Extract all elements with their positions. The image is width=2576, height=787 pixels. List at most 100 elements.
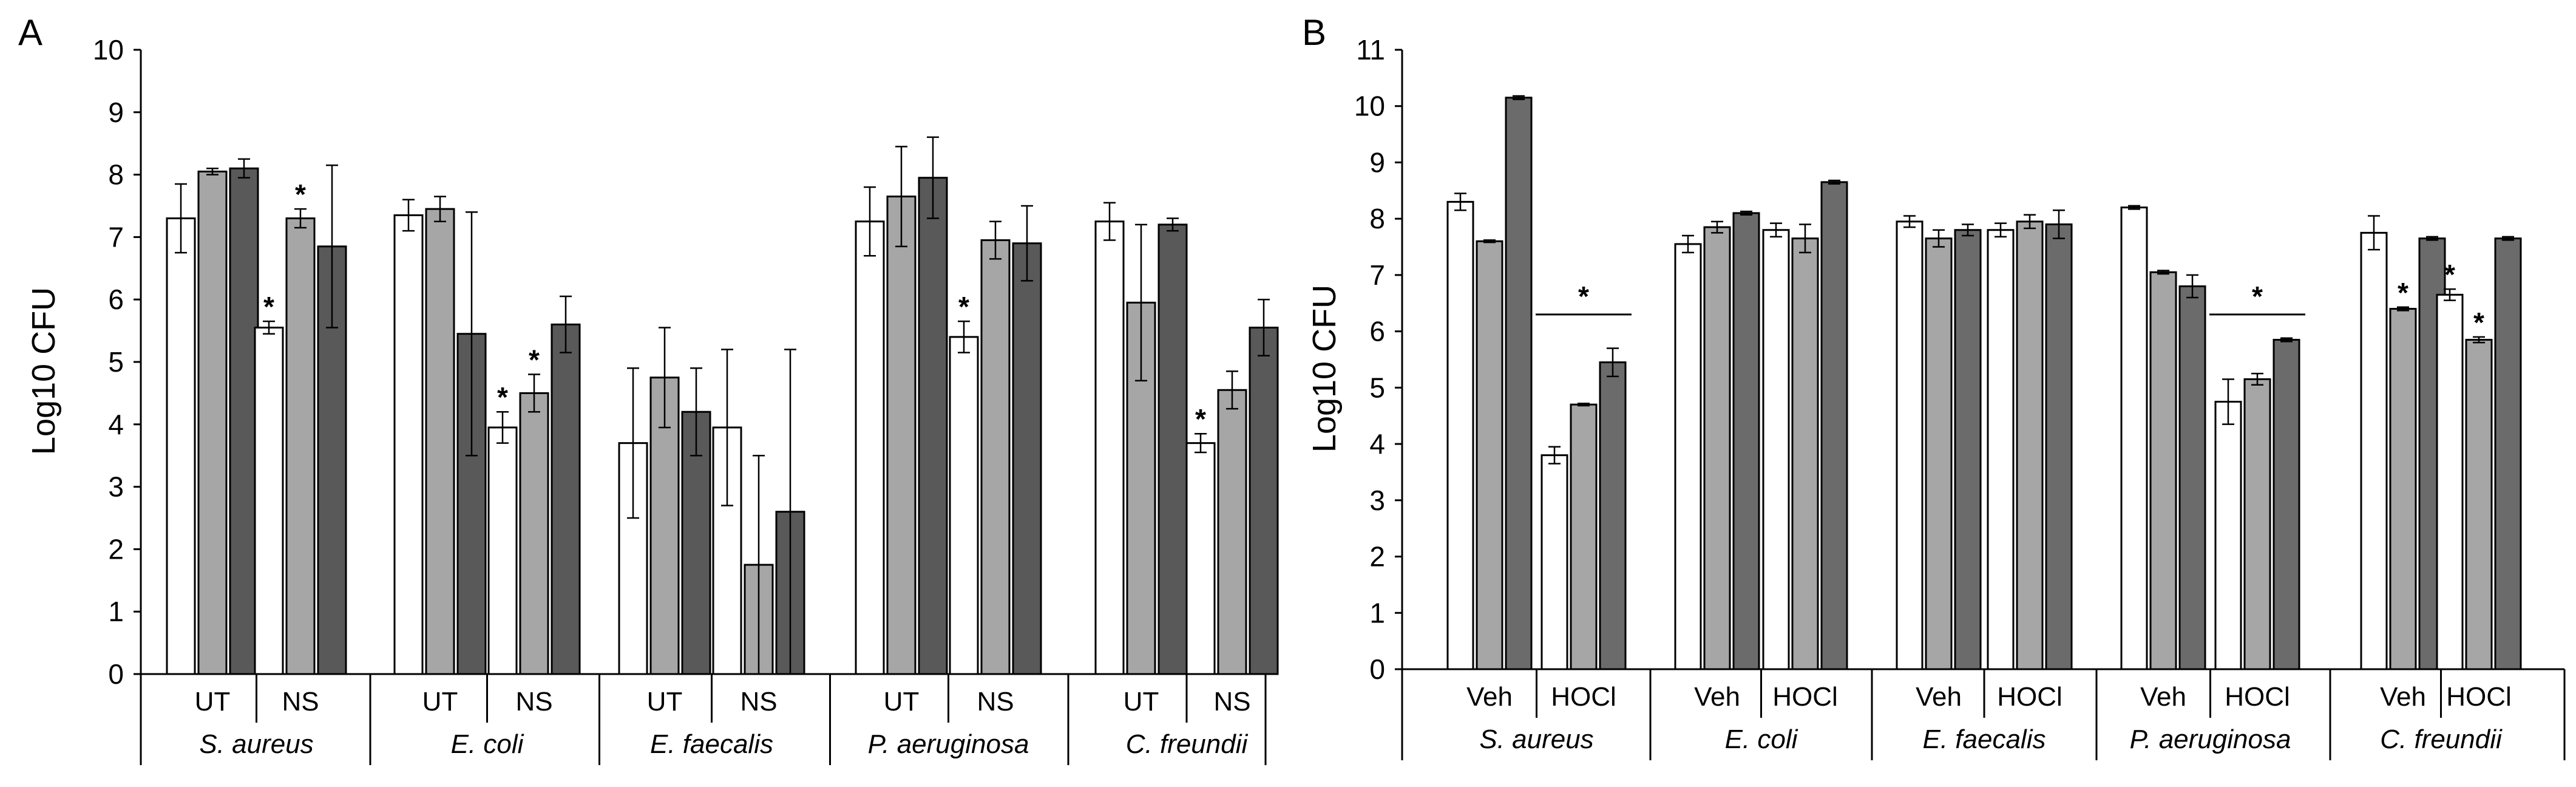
bar-p-aeruginosa-ns-3 [1012,242,1042,675]
species-label-e-faecalis: E. faecalis [650,729,773,759]
group-label-ns: NS [282,687,319,717]
y-tick-label: 4 [1369,428,1385,460]
bar-e-coli-hocl-3 [1820,181,1848,670]
species-label-p-aeruginosa: P. aeruginosa [868,729,1029,759]
group-label-ut: UT [647,687,683,717]
chart-panel-b: B Log10 CFU 0 1 2 3 4 5 6 7 8 9 10 11 Veh HOCl Veh HOCl Ve… [1302,12,2566,760]
species-label-c-freundii: C. freundii [2380,724,2503,754]
bar-e-coli-veh-3 [1732,212,1760,670]
bar-p-aeruginosa-ut-2 [886,196,917,675]
species-label-s-aureus: S. aureus [199,729,313,759]
species-label-e-faecalis: E. faecalis [1923,724,2046,754]
bar-s-aureus-veh-2 [1476,240,1503,670]
bar-s-aureus-hocl-3 [1599,361,1627,670]
bar-e-coli-ns-3 [551,323,581,675]
bar-e-faecalis-veh-3 [1954,229,1982,670]
y-axis-title: Log10 CFU [1306,285,1343,452]
bar-p-aeruginosa-ns-2 [980,239,1011,675]
species-label-s-aureus: S. aureus [1479,724,1593,754]
group-label-ut: UT [884,687,920,717]
significance-star: * [2444,259,2455,290]
y-tick-label: 9 [108,97,124,128]
y-tick-label: 5 [1369,372,1385,403]
bar-p-aeruginosa-hocl-2 [2243,378,2271,670]
bar-e-coli-veh-1 [1674,243,1702,670]
bar-p-aeruginosa-hocl-3 [2273,339,2300,670]
bar-s-aureus-hocl-1 [1541,454,1568,670]
group-label-ns: NS [515,687,552,717]
bar-p-aeruginosa-hocl-1 [2214,401,2242,670]
bar-e-coli-veh-2 [1703,226,1731,670]
bar-e-faecalis-veh-2 [1925,237,1953,670]
bar-s-aureus-hocl-2 [1570,403,1598,670]
significance-star: * [263,291,274,322]
species-label-e-coli: E. coli [451,729,524,759]
significance-star: * [497,381,508,413]
group-label-hocl: HOCl [1997,682,2062,712]
y-tick-label: 1 [1369,597,1385,629]
group-label-ns: NS [1213,687,1250,717]
chart-panel-a: A Log10 CFU 0 1 2 3 4 5 6 7 8 9 10 UT * * NS UT * * NS UT NS UT… [18,12,1279,765]
bar-c-freundii-hocl-2 [2465,339,2493,670]
bar-p-aeruginosa-ns-1 [949,336,979,675]
group-label-veh: Veh [2140,682,2186,712]
species-label-c-freundii: C. freundii [1126,729,1249,759]
bar-e-faecalis-hocl-3 [2045,223,2073,670]
y-tick-label: 11 [1356,34,1385,66]
group-label-ut: UT [195,687,231,717]
bar-e-faecalis-hocl-2 [2016,220,2044,670]
y-tick-label: 0 [108,658,124,690]
y-tick-label: 1 [108,596,124,627]
y-tick-label: 2 [108,533,124,565]
bar-c-freundii-ns-1 [1185,442,1216,675]
bar-s-aureus-ut-2 [197,170,228,675]
bar-s-aureus-ut-3 [229,167,259,675]
y-axis-title: Log10 CFU [25,287,62,455]
bar-c-freundii-ut-3 [1158,223,1188,675]
bar-s-aureus-ut-1 [166,217,196,675]
bar-c-freundii-ns-3 [1249,326,1279,675]
y-tick-label: 8 [108,159,124,191]
significance-star: * [2398,277,2408,308]
bar-s-aureus-ns-1 [254,326,284,675]
significance-star: * [1195,403,1206,435]
group-label-hocl: HOCl [1551,682,1616,712]
significance-star: * [958,291,969,322]
group-label-hocl: HOCl [2446,682,2512,712]
y-tick-label: 5 [108,346,124,378]
bar-p-aeruginosa-veh-1 [2120,206,2148,670]
bar-s-aureus-ns-2 [285,217,316,675]
y-tick-label: 4 [108,409,124,440]
bar-c-freundii-hocl-1 [2436,293,2464,670]
bar-e-coli-ns-2 [519,392,549,675]
group-label-ns: NS [740,687,777,717]
group-label-veh: Veh [1694,682,1740,712]
significance-star: * [2473,307,2484,338]
significance-star: * [529,344,540,376]
y-tick-label: 10 [1354,90,1385,122]
bar-c-freundii-hocl-3 [2494,237,2522,670]
bar-p-aeruginosa-ut-3 [918,177,948,675]
bar-c-freundii-veh-1 [2360,231,2388,670]
bar-e-coli-ut-2 [425,208,455,675]
y-tick-label: 9 [1369,146,1385,178]
group-label-ns: NS [977,687,1014,717]
bar-p-aeruginosa-veh-2 [2149,271,2177,670]
significance-star: * [295,179,306,210]
y-tick-label: 0 [1369,653,1385,685]
bar-c-freundii-veh-2 [2389,308,2417,670]
bar-e-coli-ns-1 [487,426,518,675]
bar-s-aureus-veh-1 [1446,200,1474,670]
group-label-hocl: HOCl [2225,682,2290,712]
bar-p-aeruginosa-ut-1 [855,220,885,675]
y-tick-label: 6 [1369,316,1385,347]
group-label-hocl: HOCl [1772,682,1838,712]
group-label-veh: Veh [1916,682,1962,712]
y-tick-label: 7 [108,221,124,253]
bar-e-coli-ut-1 [393,214,424,675]
significance-star: * [1578,281,1589,312]
bar-c-freundii-ns-2 [1217,389,1247,675]
significance-star: * [2252,281,2263,312]
group-label-veh: Veh [1466,682,1513,712]
